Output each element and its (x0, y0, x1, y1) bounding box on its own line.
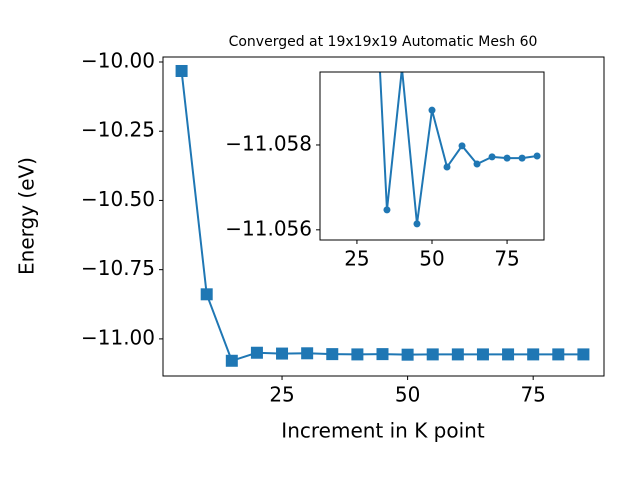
marker (200, 288, 213, 301)
x-axis-label: Increment in K point (281, 419, 485, 443)
y-tick-label: −11.00 (81, 325, 155, 349)
plot-group (175, 64, 590, 367)
marker (502, 348, 515, 361)
y-tick-label: −10.00 (81, 48, 155, 72)
marker (401, 348, 414, 361)
marker (458, 142, 466, 150)
marker (533, 152, 541, 160)
y-tick-label: −10.25 (81, 118, 155, 142)
marker (428, 106, 436, 114)
axes-frame (162, 56, 605, 377)
marker (527, 348, 540, 361)
marker (326, 348, 339, 361)
marker (301, 347, 314, 360)
y-tick-label: −11.056 (225, 216, 312, 240)
marker (552, 348, 565, 361)
marker (383, 206, 391, 214)
marker (451, 348, 464, 361)
marker (473, 160, 481, 168)
marker (518, 154, 526, 162)
x-tick-label: 25 (269, 383, 294, 407)
x-tick-label: 50 (419, 247, 444, 271)
y-axis-label: Energy (eV) (15, 157, 39, 275)
x-tick-label: 75 (494, 247, 519, 271)
marker (426, 348, 439, 361)
x-tick-label: 50 (395, 383, 420, 407)
marker (250, 346, 263, 359)
marker (476, 348, 489, 361)
marker (376, 348, 389, 361)
plot-area (320, 72, 544, 240)
chart-title: Converged at 19x19x19 Automatic Mesh 60 (229, 34, 538, 50)
y-tick-label: −10.50 (81, 187, 155, 211)
marker (351, 348, 364, 361)
y-tick-label: −10.75 (81, 256, 155, 280)
marker (276, 347, 289, 360)
marker (413, 220, 421, 228)
y-tick-label: −11.058 (225, 131, 312, 155)
marker (443, 163, 451, 171)
marker (225, 354, 238, 367)
x-tick-label: 75 (520, 383, 545, 407)
marker (488, 153, 496, 161)
plot-group (379, 72, 541, 228)
marker (503, 154, 511, 162)
marker (175, 64, 188, 77)
marker (577, 348, 590, 361)
x-tick-label: 25 (344, 247, 369, 271)
